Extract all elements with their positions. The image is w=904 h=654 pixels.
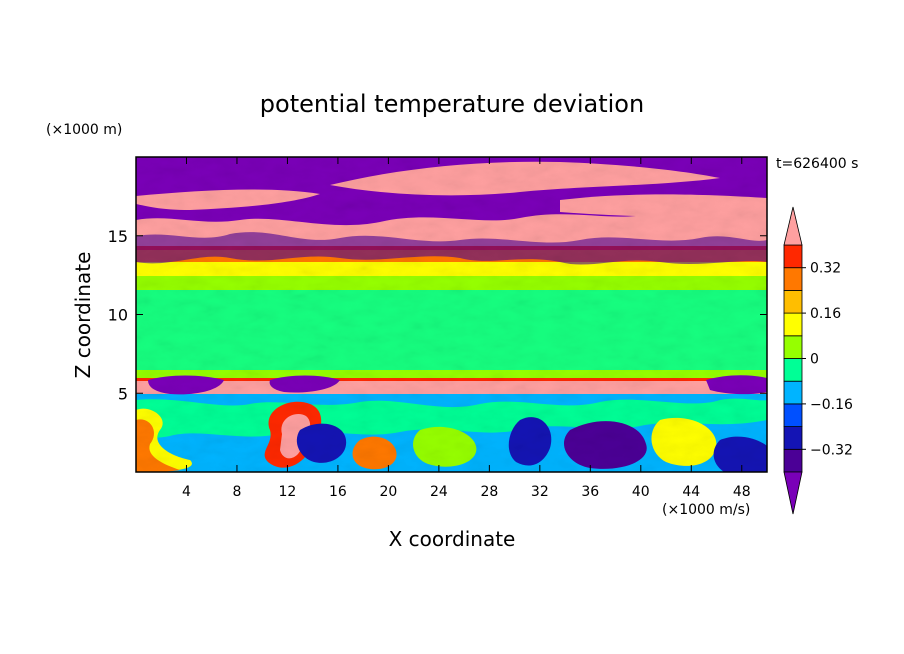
x-tick-label: 40	[632, 484, 650, 500]
x-unit-label: (×1000 m/s)	[662, 502, 750, 518]
colorbar-tick-label: 0.16	[810, 306, 841, 322]
x-tick-label: 24	[430, 484, 448, 500]
y-axis-ticks: 5 10 15	[108, 227, 767, 403]
colorbar-upper-extend	[783, 206, 803, 246]
colorbar-segment	[783, 448, 803, 473]
x-tick-label: 32	[531, 484, 549, 500]
chart-title: potential temperature deviation	[260, 90, 644, 118]
x-tick-label: 44	[682, 484, 700, 500]
x-tick-label: 48	[733, 484, 751, 500]
x-tick-label: 36	[581, 484, 599, 500]
colorbar: 0.32 0.16 0 −0.16 −0.32	[783, 206, 853, 515]
y-tick-label: 15	[108, 227, 128, 246]
colorbar-segment	[783, 244, 803, 269]
colorbar-segment	[783, 289, 803, 314]
noise-texture	[136, 157, 767, 472]
x-tick-label: 20	[379, 484, 397, 500]
x-tick-label: 8	[232, 484, 241, 500]
colorbar-tick-label: −0.16	[810, 397, 853, 413]
colorbar-segment	[783, 312, 803, 337]
colorbar-lower-extend	[783, 471, 803, 515]
colorbar-segment	[783, 358, 803, 382]
x-axis-label: X coordinate	[389, 527, 516, 551]
colorbar-tick-label: 0	[810, 352, 819, 368]
y-tick-label: 10	[108, 306, 128, 325]
y-tick-label: 5	[118, 384, 128, 403]
x-axis-ticks: 4 8 12 16 20 24 28 32 36 40 44 48	[182, 157, 751, 500]
contour-field	[136, 157, 767, 472]
colorbar-tick-label: 0.32	[810, 261, 841, 277]
colorbar-segment	[783, 380, 803, 405]
y-unit-label: (×1000 m)	[46, 122, 122, 138]
y-axis-label: Z coordinate	[71, 252, 95, 379]
colorbar-tick-label: −0.32	[810, 442, 853, 458]
colorbar-segment	[783, 403, 803, 427]
x-tick-label: 12	[279, 484, 297, 500]
x-tick-label: 16	[329, 484, 347, 500]
x-tick-label: 4	[182, 484, 191, 500]
colorbar-segment	[783, 267, 803, 291]
colorbar-segment	[783, 426, 803, 450]
x-tick-label: 28	[480, 484, 498, 500]
time-label: t=626400 s	[776, 156, 858, 172]
colorbar-segment	[783, 335, 803, 359]
